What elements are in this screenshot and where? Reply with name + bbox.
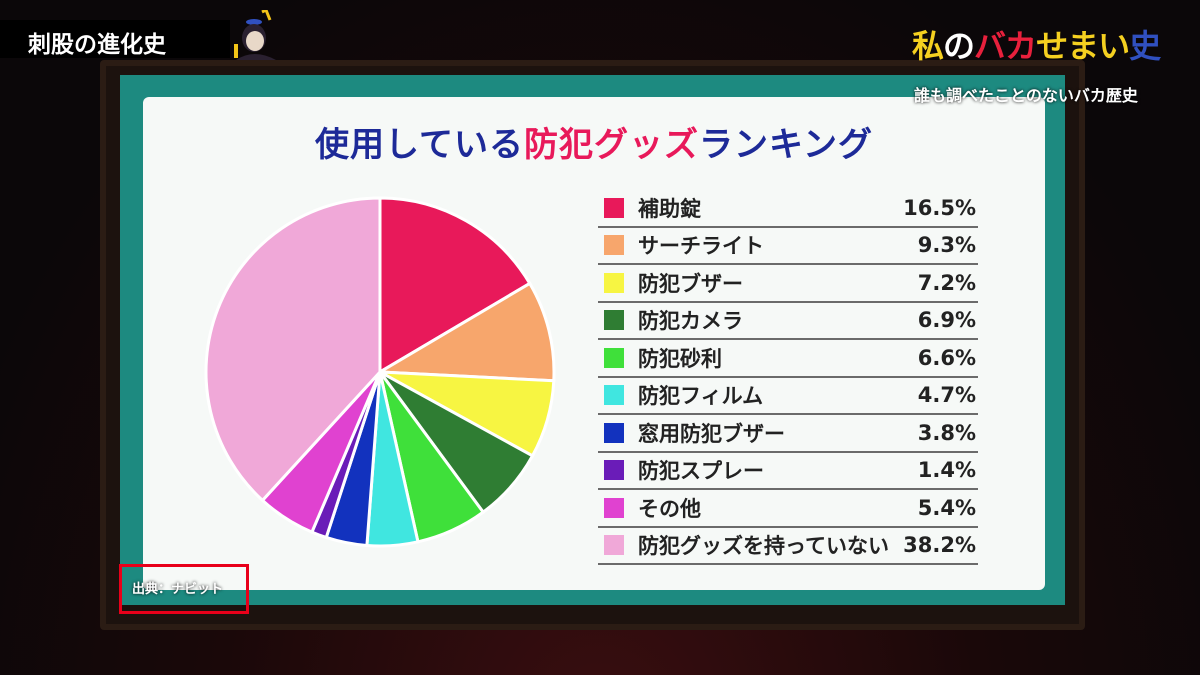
legend-value: 6.9% [917,308,976,333]
title-highlight: 防犯グッズ [524,125,699,165]
legend-value: 6.6% [917,345,976,370]
source-caption: 出典：ナビット [132,582,224,597]
highlight-box [119,564,249,614]
chart-panel: 使用している防犯グッズランキング 補助錠 16.5% サーチライト 9.3% 防犯ブザー… [143,97,1045,590]
legend-value: 4.7% [917,383,976,408]
chart-title: 使用している防犯グッズランキング [143,117,1045,166]
legend-item: サーチライト 9.3% [598,228,978,265]
legend-item: 防犯ブザー 7.2% [598,265,978,303]
legend-value: 7.2% [917,270,976,295]
legend-label: 防犯フィルム [638,384,764,409]
legend-value: 38.2% [903,533,976,558]
legend: 補助錠 16.5% サーチライト 9.3% 防犯ブザー 7.2% 防犯カメラ 6.9% 防犯砂利… [598,190,978,565]
show-logo: 私のバカせまい史 [912,27,1161,65]
legend-label: サーチライト [638,234,764,259]
legend-value: 1.4% [917,458,976,483]
legend-value: 3.8% [917,420,976,445]
legend-swatch [604,422,624,443]
legend-label: 防犯砂利 [638,346,722,371]
legend-swatch [604,460,624,481]
legend-swatch [604,535,624,556]
show-subtitle: 誰も調べたことのないバカ歴史 [914,86,1138,105]
legend-item: 防犯フィルム 4.7% [598,378,978,415]
legend-label: 防犯スプレー [638,459,764,484]
pie-slice [378,196,532,375]
legend-label: その他 [638,496,701,521]
legend-item: 窓用防犯ブザー 3.8% [598,415,978,453]
legend-label: 防犯ブザー [638,271,743,296]
pie-slice [204,196,382,503]
legend-swatch [604,497,624,518]
legend-swatch [604,385,624,406]
legend-item: 防犯砂利 6.6% [598,340,978,378]
segment-label: 刺股の進化史 [0,20,230,58]
legend-label: 防犯カメラ [638,309,743,334]
legend-value: 16.5% [903,195,976,220]
legend-item: 補助錠 16.5% [598,190,978,228]
pie-chart [204,196,556,548]
legend-swatch [604,197,624,218]
legend-item: その他 5.4% [598,490,978,528]
legend-swatch [604,310,624,331]
legend-label: 窓用防犯ブザー [638,421,785,446]
legend-label: 防犯グッズを持っていない [638,534,889,559]
legend-value: 9.3% [917,233,976,258]
legend-label: 補助錠 [638,196,701,221]
legend-swatch [604,347,624,368]
title-part: ランキング [699,125,873,165]
character-icon [234,10,276,60]
legend-value: 5.4% [917,495,976,520]
legend-item: 防犯スプレー 1.4% [598,453,978,490]
legend-item: 防犯カメラ 6.9% [598,303,978,340]
pie-slice [374,281,556,383]
legend-swatch [604,272,624,293]
legend-item: 防犯グッズを持っていない 38.2% [598,528,978,565]
title-part: 使用している [315,125,524,165]
legend-swatch [604,235,624,256]
